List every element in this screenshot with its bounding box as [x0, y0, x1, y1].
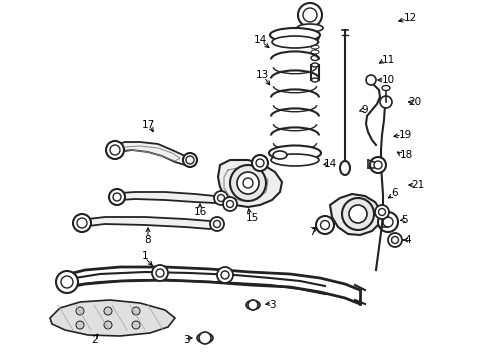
Text: 8: 8 — [145, 235, 151, 245]
Ellipse shape — [269, 145, 321, 161]
Text: 14: 14 — [253, 35, 267, 45]
Text: 18: 18 — [399, 150, 413, 160]
Circle shape — [104, 321, 112, 329]
Text: 13: 13 — [255, 70, 269, 80]
Circle shape — [223, 197, 237, 211]
Circle shape — [76, 321, 84, 329]
Circle shape — [76, 307, 84, 315]
Circle shape — [370, 157, 386, 173]
Text: 19: 19 — [398, 130, 412, 140]
Circle shape — [199, 332, 211, 344]
Ellipse shape — [382, 86, 390, 90]
Text: 20: 20 — [409, 97, 421, 107]
Circle shape — [214, 220, 220, 228]
Circle shape — [252, 155, 268, 171]
Text: 7: 7 — [309, 227, 315, 237]
Ellipse shape — [311, 50, 319, 54]
Circle shape — [61, 276, 73, 288]
Circle shape — [132, 307, 140, 315]
Circle shape — [320, 220, 329, 230]
Polygon shape — [80, 217, 215, 229]
Circle shape — [214, 191, 228, 205]
Circle shape — [237, 172, 259, 194]
Text: 5: 5 — [402, 215, 408, 225]
Circle shape — [226, 201, 234, 207]
Polygon shape — [112, 142, 190, 165]
Circle shape — [156, 269, 164, 277]
Text: 10: 10 — [381, 75, 394, 85]
Circle shape — [392, 237, 398, 243]
Circle shape — [210, 217, 224, 231]
Text: 3: 3 — [183, 335, 189, 345]
Circle shape — [243, 178, 253, 188]
Text: 12: 12 — [403, 13, 416, 23]
Circle shape — [109, 189, 125, 205]
Circle shape — [375, 205, 389, 219]
Circle shape — [256, 159, 264, 167]
Text: 21: 21 — [412, 180, 425, 190]
Polygon shape — [330, 194, 382, 235]
Polygon shape — [115, 192, 220, 203]
Circle shape — [183, 153, 197, 167]
Ellipse shape — [312, 63, 318, 67]
Ellipse shape — [246, 301, 260, 310]
Circle shape — [342, 198, 374, 230]
Circle shape — [217, 267, 233, 283]
Circle shape — [113, 193, 121, 201]
Circle shape — [132, 321, 140, 329]
Circle shape — [303, 8, 317, 22]
Text: 14: 14 — [323, 159, 337, 169]
Text: 1: 1 — [142, 251, 148, 261]
Ellipse shape — [311, 55, 319, 60]
Ellipse shape — [297, 24, 323, 32]
Ellipse shape — [311, 36, 319, 41]
Ellipse shape — [197, 333, 213, 343]
Text: 4: 4 — [405, 235, 411, 245]
Text: 16: 16 — [194, 207, 207, 217]
Ellipse shape — [272, 36, 318, 48]
Circle shape — [104, 307, 112, 315]
Ellipse shape — [340, 161, 350, 175]
Polygon shape — [218, 160, 282, 207]
Circle shape — [106, 141, 124, 159]
Circle shape — [152, 265, 168, 281]
Ellipse shape — [273, 151, 287, 159]
Circle shape — [186, 156, 194, 164]
Circle shape — [298, 3, 322, 27]
Ellipse shape — [270, 28, 320, 42]
Polygon shape — [50, 300, 175, 336]
Ellipse shape — [271, 154, 319, 166]
Circle shape — [349, 205, 367, 223]
Circle shape — [56, 271, 78, 293]
Circle shape — [221, 271, 229, 279]
Text: 17: 17 — [142, 120, 155, 130]
Text: 11: 11 — [381, 55, 394, 65]
Text: 15: 15 — [245, 213, 259, 223]
Text: 9: 9 — [362, 105, 368, 115]
Circle shape — [110, 145, 120, 155]
Circle shape — [378, 212, 398, 232]
Circle shape — [248, 300, 258, 310]
Ellipse shape — [312, 78, 318, 82]
Circle shape — [230, 165, 266, 201]
Circle shape — [73, 214, 91, 232]
Circle shape — [77, 218, 87, 228]
Circle shape — [366, 75, 376, 85]
Ellipse shape — [311, 45, 319, 49]
Text: 3: 3 — [269, 300, 275, 310]
Circle shape — [388, 233, 402, 247]
Text: 6: 6 — [392, 188, 398, 198]
Ellipse shape — [311, 40, 319, 44]
Circle shape — [383, 217, 393, 227]
Circle shape — [218, 194, 224, 202]
Text: 2: 2 — [92, 335, 98, 345]
Circle shape — [316, 216, 334, 234]
Circle shape — [380, 96, 392, 108]
Circle shape — [378, 208, 386, 216]
Circle shape — [374, 161, 382, 169]
